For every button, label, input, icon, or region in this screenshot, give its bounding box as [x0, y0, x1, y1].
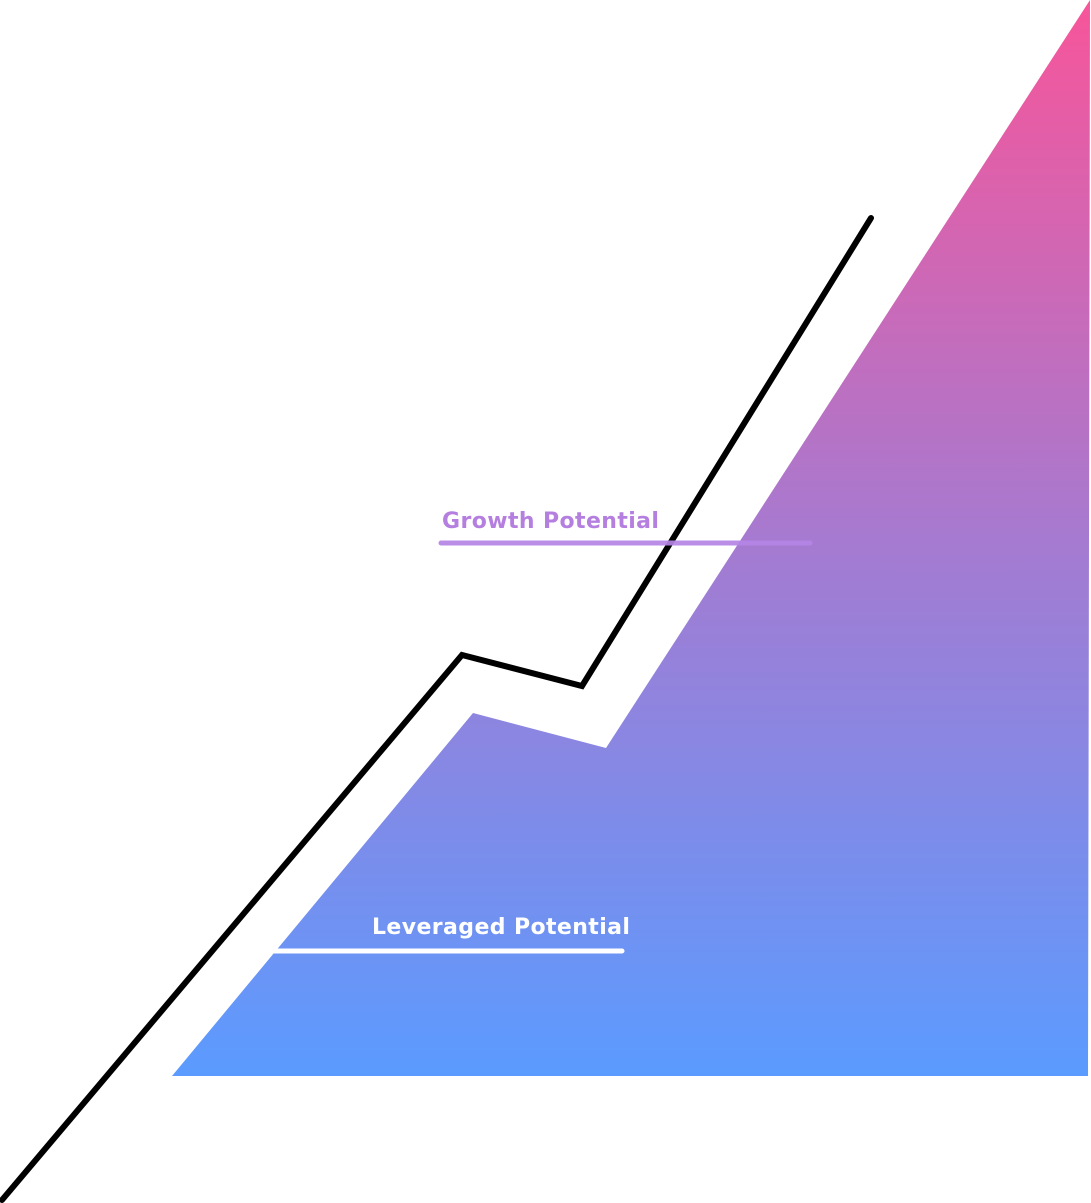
- trend-line: [0, 215, 874, 1203]
- leveraged-potential-label: Leveraged Potential: [372, 915, 630, 940]
- growth-potential-label: Growth Potential: [442, 509, 659, 534]
- leveraged-area: [172, 0, 1090, 1076]
